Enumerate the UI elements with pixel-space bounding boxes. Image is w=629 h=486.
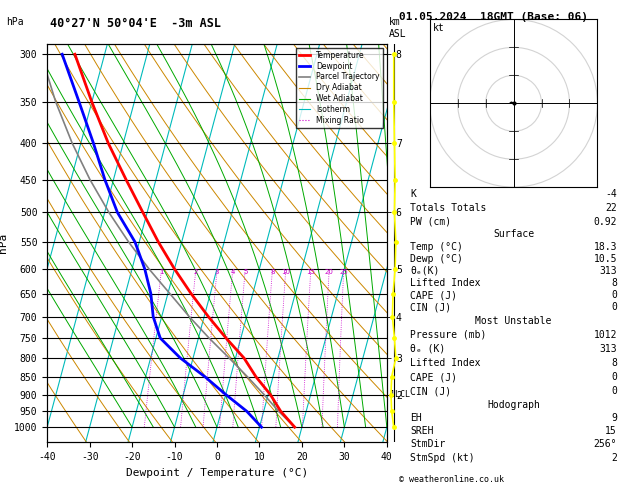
Text: SREH: SREH — [410, 426, 434, 436]
Text: Lifted Index: Lifted Index — [410, 358, 481, 368]
Text: 25: 25 — [340, 269, 348, 275]
Text: StmDir: StmDir — [410, 439, 445, 450]
Text: 1012: 1012 — [593, 330, 617, 340]
Text: km: km — [389, 17, 401, 27]
Text: 8: 8 — [611, 358, 617, 368]
Text: 10: 10 — [281, 269, 291, 275]
Text: 18.3: 18.3 — [593, 242, 617, 252]
Text: -4: -4 — [605, 189, 617, 199]
Text: ASL: ASL — [389, 29, 406, 39]
Text: CIN (J): CIN (J) — [410, 386, 452, 397]
Text: 40°27'N 50°04'E  -3m ASL: 40°27'N 50°04'E -3m ASL — [50, 17, 221, 30]
X-axis label: Dewpoint / Temperature (°C): Dewpoint / Temperature (°C) — [126, 468, 308, 478]
Text: EH: EH — [410, 413, 422, 423]
Text: 2: 2 — [611, 452, 617, 463]
Text: θₑ (K): θₑ (K) — [410, 344, 445, 354]
Text: 2: 2 — [194, 269, 198, 275]
Text: 01.05.2024  18GMT (Base: 06): 01.05.2024 18GMT (Base: 06) — [399, 12, 588, 22]
Legend: Temperature, Dewpoint, Parcel Trajectory, Dry Adiabat, Wet Adiabat, Isotherm, Mi: Temperature, Dewpoint, Parcel Trajectory… — [296, 48, 383, 128]
Text: CAPE (J): CAPE (J) — [410, 290, 457, 300]
Text: Dewp (°C): Dewp (°C) — [410, 254, 463, 264]
Text: Pressure (mb): Pressure (mb) — [410, 330, 487, 340]
Text: Totals Totals: Totals Totals — [410, 203, 487, 213]
Text: 0: 0 — [611, 372, 617, 382]
Text: Lifted Index: Lifted Index — [410, 278, 481, 288]
Text: 1LCL: 1LCL — [390, 390, 410, 399]
Text: 9: 9 — [611, 413, 617, 423]
Text: PW (cm): PW (cm) — [410, 217, 452, 226]
Text: 256°: 256° — [593, 439, 617, 450]
Text: CIN (J): CIN (J) — [410, 302, 452, 312]
Text: 0: 0 — [611, 302, 617, 312]
Text: hPa: hPa — [6, 17, 24, 27]
Text: 5: 5 — [243, 269, 247, 275]
Text: 15: 15 — [605, 426, 617, 436]
Text: Surface: Surface — [493, 229, 534, 240]
Text: Most Unstable: Most Unstable — [476, 315, 552, 326]
Text: kt: kt — [433, 23, 444, 33]
Text: Hodograph: Hodograph — [487, 400, 540, 410]
Text: 22: 22 — [605, 203, 617, 213]
Text: 10.5: 10.5 — [593, 254, 617, 264]
Text: 15: 15 — [306, 269, 315, 275]
Text: © weatheronline.co.uk: © weatheronline.co.uk — [399, 474, 504, 484]
Y-axis label: hPa: hPa — [0, 233, 8, 253]
Text: 8: 8 — [611, 278, 617, 288]
Text: Temp (°C): Temp (°C) — [410, 242, 463, 252]
Text: 1: 1 — [159, 269, 164, 275]
Text: 0: 0 — [611, 386, 617, 397]
Text: K: K — [410, 189, 416, 199]
Text: StmSpd (kt): StmSpd (kt) — [410, 452, 475, 463]
Text: 20: 20 — [325, 269, 333, 275]
Text: 3: 3 — [215, 269, 220, 275]
Text: θₑ(K): θₑ(K) — [410, 266, 440, 276]
Text: 0.92: 0.92 — [593, 217, 617, 226]
Text: CAPE (J): CAPE (J) — [410, 372, 457, 382]
Text: 4: 4 — [231, 269, 235, 275]
Text: 313: 313 — [599, 266, 617, 276]
Text: 313: 313 — [599, 344, 617, 354]
Text: 0: 0 — [611, 290, 617, 300]
Text: 8: 8 — [270, 269, 275, 275]
